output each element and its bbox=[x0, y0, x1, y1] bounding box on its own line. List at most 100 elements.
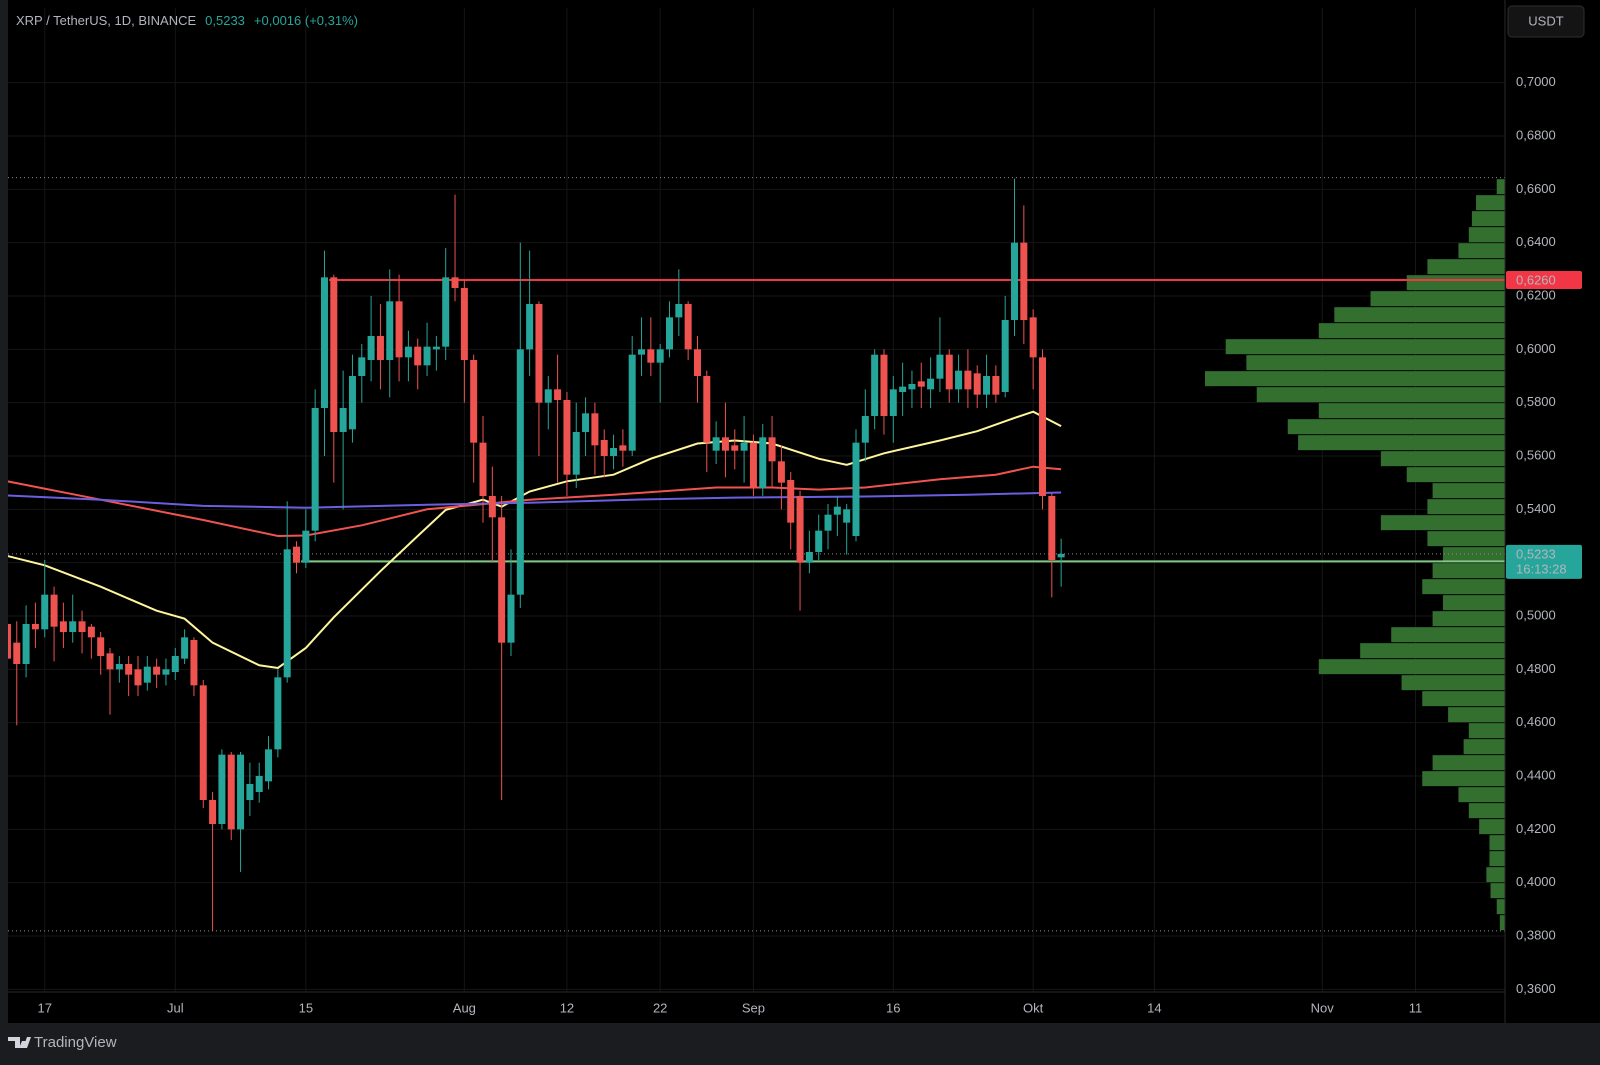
volume-profile-bar bbox=[1422, 771, 1505, 787]
volume-profile-bar bbox=[1476, 195, 1505, 211]
last-price: 0,5233 bbox=[205, 13, 245, 28]
candle-body bbox=[171, 656, 179, 672]
x-tick-label: Okt bbox=[1023, 1000, 1044, 1015]
chart-title: XRP / TetherUS, 1D, BINANCE bbox=[16, 13, 196, 28]
x-tick-label: Aug bbox=[453, 1000, 476, 1015]
volume-profile-bar bbox=[1479, 819, 1505, 835]
candle-body bbox=[8, 624, 11, 659]
candle-body bbox=[516, 349, 524, 595]
candle-body bbox=[451, 277, 459, 288]
x-tick-label: 14 bbox=[1147, 1000, 1161, 1015]
currency-button[interactable] bbox=[1507, 5, 1585, 38]
candle-body bbox=[330, 277, 338, 432]
volume-profile-bar bbox=[1334, 307, 1505, 323]
x-tick-label: 12 bbox=[560, 1000, 574, 1015]
candle-body bbox=[684, 304, 692, 350]
candle-body bbox=[386, 301, 394, 360]
candle-body bbox=[917, 381, 925, 387]
candle-body bbox=[432, 346, 440, 350]
candle-body bbox=[787, 480, 795, 523]
candle-body bbox=[1057, 553, 1065, 558]
volume-profile-bar bbox=[1298, 435, 1505, 451]
candle-body bbox=[293, 546, 301, 563]
volume-profile-bar bbox=[1205, 371, 1505, 387]
candle-body bbox=[572, 432, 580, 475]
candle-body bbox=[143, 666, 151, 683]
y-tick-label: 0,6400 bbox=[1516, 234, 1556, 249]
volume-profile-bar bbox=[1496, 899, 1505, 915]
y-tick-label: 0,5000 bbox=[1516, 607, 1556, 622]
volume-profile-bar bbox=[1468, 723, 1505, 739]
candle-body bbox=[843, 509, 851, 523]
candle-body bbox=[647, 349, 655, 363]
volume-profile-bar bbox=[1471, 211, 1505, 227]
candle-body bbox=[13, 642, 21, 664]
volume-profile-bar bbox=[1422, 691, 1505, 707]
candle-body bbox=[852, 442, 860, 536]
volume-profile-bar bbox=[1422, 579, 1505, 595]
candle-body bbox=[199, 685, 207, 800]
volume-profile-bar bbox=[1432, 611, 1505, 627]
candle-body bbox=[190, 640, 198, 686]
volume-profile-bar bbox=[1246, 355, 1505, 371]
candle-body bbox=[246, 784, 254, 800]
candle-body bbox=[153, 666, 161, 675]
candle-body bbox=[423, 346, 431, 366]
price-level-tag bbox=[1506, 271, 1582, 289]
brand-name: TradingView bbox=[34, 1034, 117, 1051]
candle-body bbox=[227, 754, 235, 830]
y-tick-label: 0,4800 bbox=[1516, 661, 1556, 676]
y-tick-label: 0,5600 bbox=[1516, 447, 1556, 462]
volume-profile-bar bbox=[1318, 659, 1505, 675]
candle-body bbox=[544, 389, 552, 403]
candle-body bbox=[237, 754, 245, 830]
candle-body bbox=[619, 445, 627, 451]
y-tick-label: 0,5800 bbox=[1516, 394, 1556, 409]
candle-body bbox=[78, 621, 86, 632]
volume-profile-bar bbox=[1427, 531, 1505, 547]
candle-body bbox=[97, 637, 105, 656]
candle-body bbox=[740, 442, 748, 451]
candle-body bbox=[125, 664, 133, 675]
candle-body bbox=[460, 288, 468, 360]
candle-body bbox=[591, 413, 599, 446]
volume-profile-bar bbox=[1468, 803, 1505, 819]
candle-body bbox=[889, 389, 897, 416]
header: XRP / TetherUS, 1D, BINANCE 0,5233 +0,0016… bbox=[16, 13, 358, 28]
currency-label[interactable]: USDT bbox=[1528, 13, 1563, 28]
volume-profile-bar bbox=[1256, 387, 1505, 403]
candle-body bbox=[31, 624, 39, 630]
candle-body bbox=[833, 506, 841, 515]
volume-profile-bar bbox=[1432, 563, 1505, 579]
candle-body bbox=[442, 277, 450, 347]
candle-body bbox=[908, 384, 916, 390]
candle-body bbox=[274, 677, 282, 750]
candle-body bbox=[181, 637, 189, 659]
candle-body bbox=[1048, 496, 1056, 560]
candle-body bbox=[41, 594, 49, 630]
candle-body bbox=[861, 416, 869, 443]
volume-profile-bar bbox=[1432, 483, 1505, 499]
y-tick-label: 0,5400 bbox=[1516, 501, 1556, 516]
candle-body bbox=[796, 496, 804, 563]
volume-profile-bar bbox=[1318, 403, 1505, 419]
candle-body bbox=[693, 349, 701, 376]
y-tick-label: 0,4000 bbox=[1516, 874, 1556, 889]
volume-profile-bar bbox=[1287, 419, 1505, 435]
candle-body bbox=[320, 277, 328, 408]
candle-body bbox=[87, 626, 95, 638]
candle-body bbox=[992, 376, 1000, 395]
candle-body bbox=[805, 552, 813, 563]
y-tick-label: 0,6200 bbox=[1516, 287, 1556, 302]
candle-body bbox=[563, 400, 571, 475]
candle-body bbox=[376, 336, 384, 360]
volume-profile-bar bbox=[1468, 227, 1505, 243]
volume-profile-bar bbox=[1499, 915, 1505, 931]
candle-body bbox=[731, 445, 739, 451]
volume-profile-bar bbox=[1318, 323, 1505, 339]
x-tick-label: 22 bbox=[653, 1000, 667, 1015]
moving-average-line bbox=[8, 465, 1062, 538]
candle-body bbox=[899, 386, 907, 392]
volume-profile-bar bbox=[1496, 179, 1505, 195]
y-tick-label: 0,4600 bbox=[1516, 714, 1556, 729]
